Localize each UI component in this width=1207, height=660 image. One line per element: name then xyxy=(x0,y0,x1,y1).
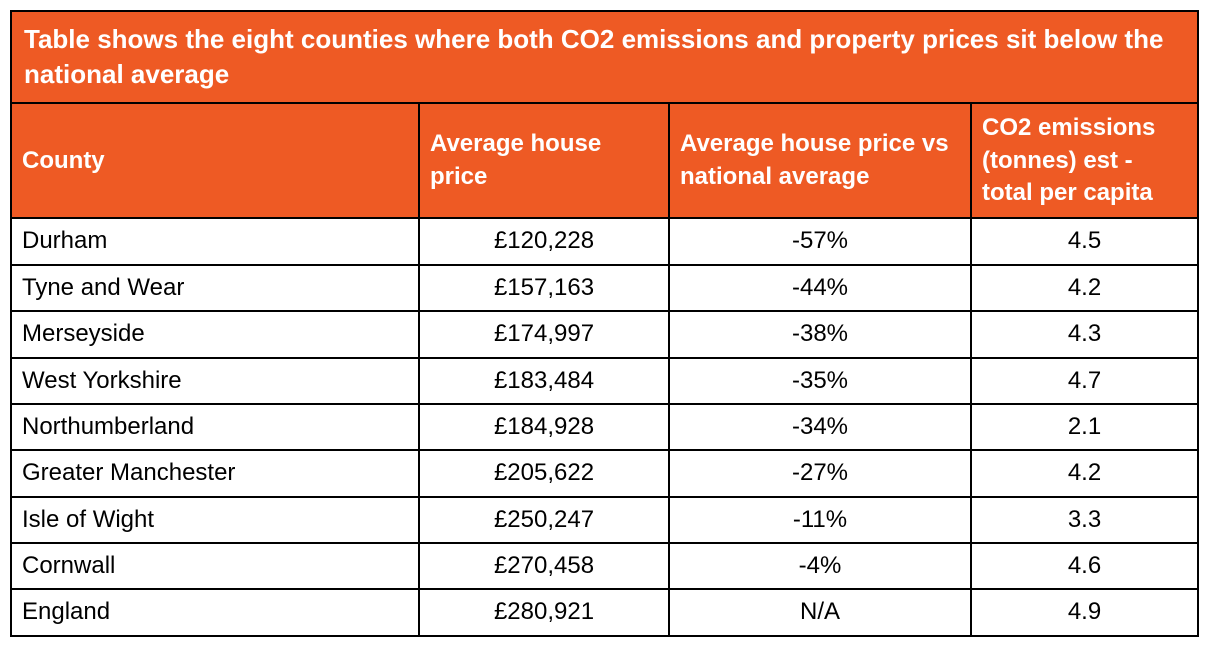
cell-co2: 4.5 xyxy=(971,218,1198,264)
cell-county: West Yorkshire xyxy=(11,358,419,404)
table-row: Merseyside £174,997 -38% 4.3 xyxy=(11,311,1198,357)
col-header-vs: Average house price vs national average xyxy=(669,103,971,218)
cell-vs: -34% xyxy=(669,404,971,450)
cell-price: £157,163 xyxy=(419,265,669,311)
cell-vs: -27% xyxy=(669,450,971,496)
table-row: West Yorkshire £183,484 -35% 4.7 xyxy=(11,358,1198,404)
cell-vs: -57% xyxy=(669,218,971,264)
cell-price: £120,228 xyxy=(419,218,669,264)
cell-price: £280,921 xyxy=(419,589,669,635)
cell-vs: -11% xyxy=(669,497,971,543)
table-body: Durham £120,228 -57% 4.5 Tyne and Wear £… xyxy=(11,218,1198,636)
cell-co2: 2.1 xyxy=(971,404,1198,450)
cell-vs: -38% xyxy=(669,311,971,357)
table-row: Isle of Wight £250,247 -11% 3.3 xyxy=(11,497,1198,543)
cell-co2: 4.6 xyxy=(971,543,1198,589)
cell-co2: 4.2 xyxy=(971,450,1198,496)
cell-vs: -44% xyxy=(669,265,971,311)
table-row: Cornwall £270,458 -4% 4.6 xyxy=(11,543,1198,589)
cell-county: Tyne and Wear xyxy=(11,265,419,311)
cell-co2: 4.9 xyxy=(971,589,1198,635)
cell-county: Isle of Wight xyxy=(11,497,419,543)
table-row: Durham £120,228 -57% 4.5 xyxy=(11,218,1198,264)
table-row: England £280,921 N/A 4.9 xyxy=(11,589,1198,635)
cell-county: Merseyside xyxy=(11,311,419,357)
cell-county: Greater Manchester xyxy=(11,450,419,496)
cell-price: £183,484 xyxy=(419,358,669,404)
cell-price: £250,247 xyxy=(419,497,669,543)
county-table: Table shows the eight counties where bot… xyxy=(10,10,1199,637)
cell-price: £174,997 xyxy=(419,311,669,357)
cell-co2: 4.7 xyxy=(971,358,1198,404)
table-row: Northumberland £184,928 -34% 2.1 xyxy=(11,404,1198,450)
col-header-co2: CO2 emissions (tonnes) est - total per c… xyxy=(971,103,1198,218)
table-title: Table shows the eight counties where bot… xyxy=(11,11,1198,103)
col-header-county: County xyxy=(11,103,419,218)
table-row: Greater Manchester £205,622 -27% 4.2 xyxy=(11,450,1198,496)
cell-county: Durham xyxy=(11,218,419,264)
cell-price: £270,458 xyxy=(419,543,669,589)
cell-co2: 3.3 xyxy=(971,497,1198,543)
cell-co2: 4.3 xyxy=(971,311,1198,357)
cell-vs: -35% xyxy=(669,358,971,404)
cell-county: Northumberland xyxy=(11,404,419,450)
cell-vs: -4% xyxy=(669,543,971,589)
table-row: Tyne and Wear £157,163 -44% 4.2 xyxy=(11,265,1198,311)
col-header-price: Average house price xyxy=(419,103,669,218)
cell-vs: N/A xyxy=(669,589,971,635)
cell-county: England xyxy=(11,589,419,635)
cell-price: £205,622 xyxy=(419,450,669,496)
cell-co2: 4.2 xyxy=(971,265,1198,311)
cell-county: Cornwall xyxy=(11,543,419,589)
cell-price: £184,928 xyxy=(419,404,669,450)
